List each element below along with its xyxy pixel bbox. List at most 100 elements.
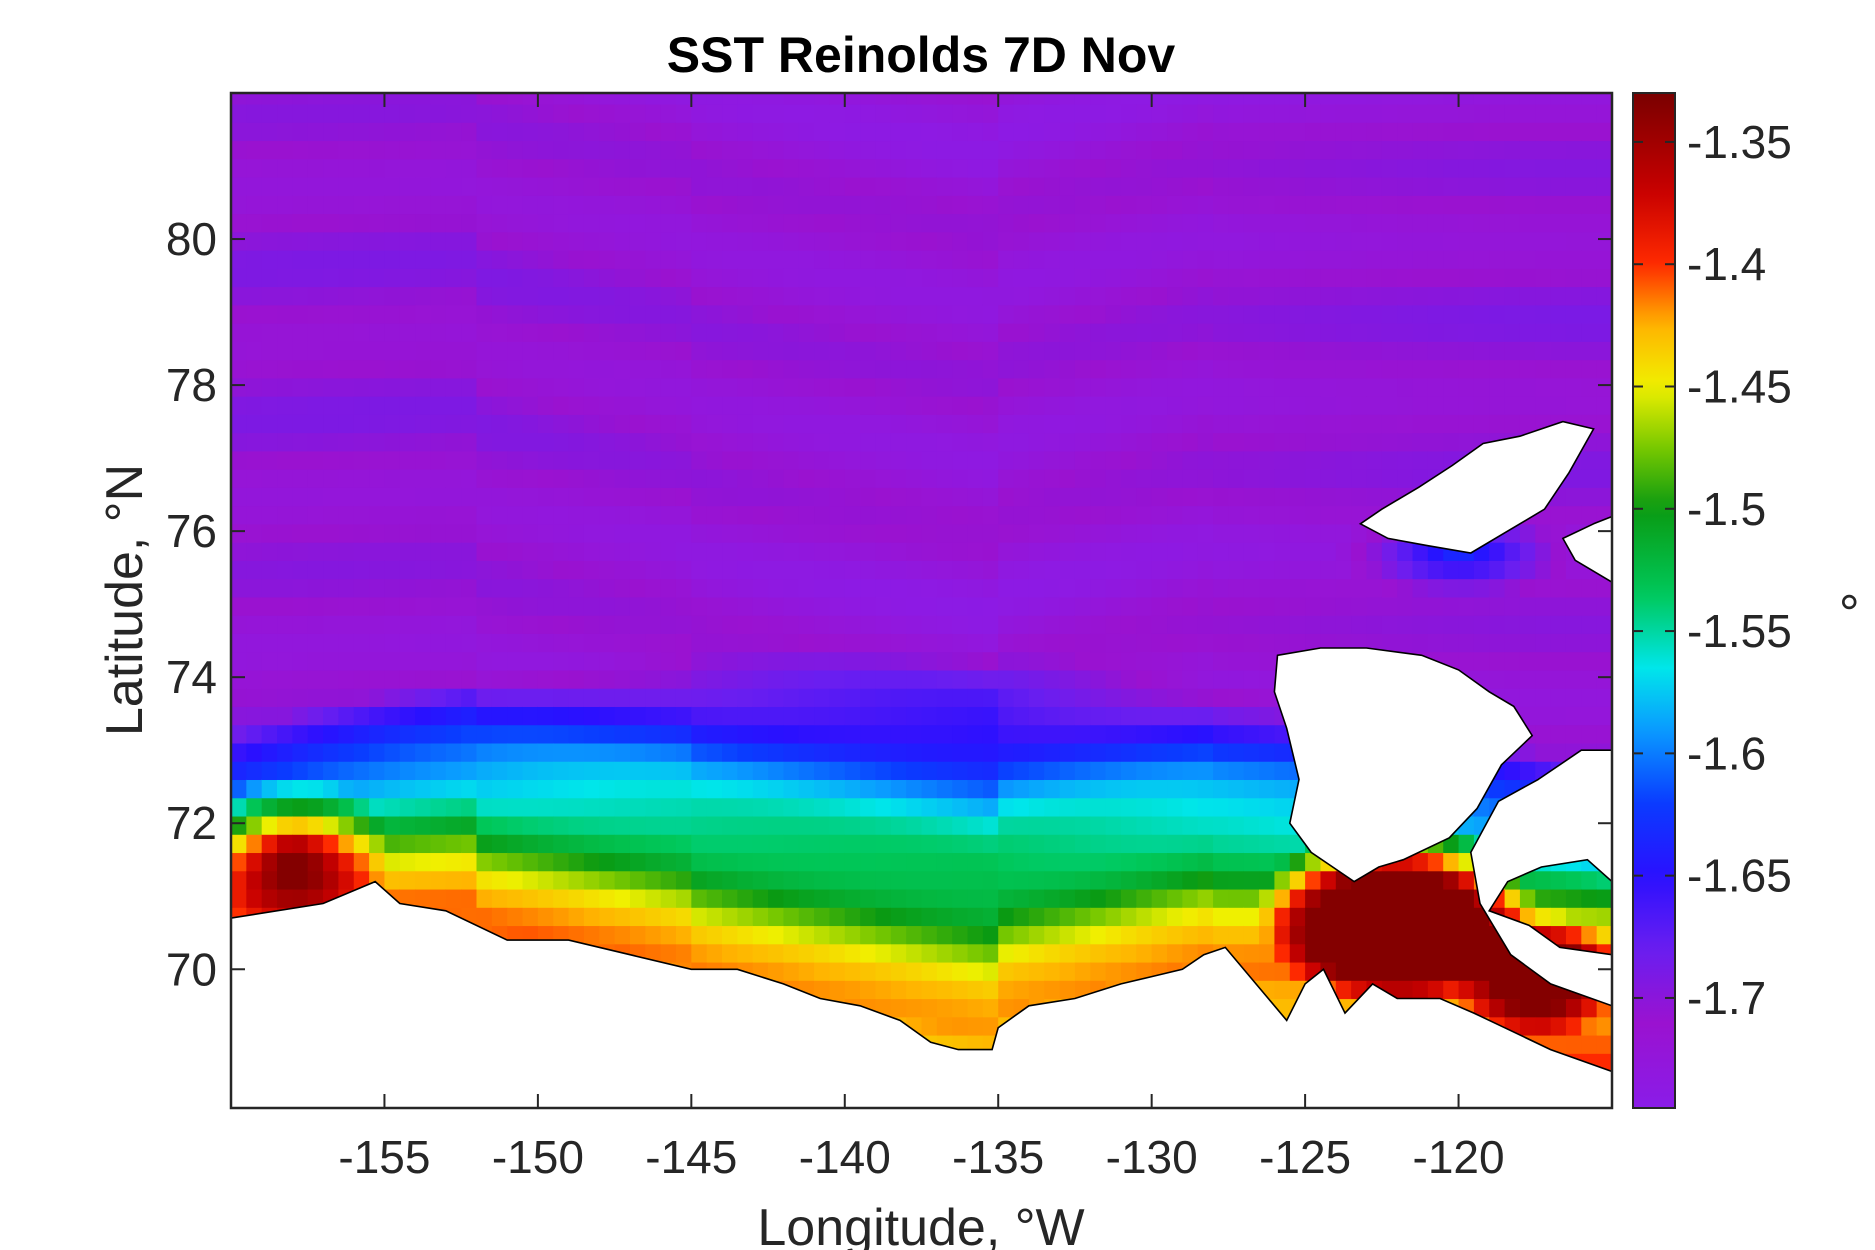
- heatmap-cell: [522, 797, 539, 817]
- heatmap-cell: [998, 742, 1015, 762]
- heatmap-cell: [522, 103, 539, 123]
- heatmap-cell: [752, 140, 769, 160]
- heatmap-cell: [875, 742, 892, 762]
- heatmap-cell: [844, 742, 861, 762]
- heatmap-cell: [814, 761, 831, 781]
- heatmap-cell: [706, 505, 723, 525]
- heatmap-cell: [246, 396, 263, 415]
- heatmap-cell: [952, 450, 969, 470]
- heatmap-cell: [1289, 560, 1306, 580]
- heatmap-cell: [415, 323, 432, 342]
- heatmap-cell: [829, 560, 846, 580]
- heatmap-cell: [1458, 633, 1475, 653]
- heatmap-cell: [1289, 487, 1306, 507]
- heatmap-cell: [338, 834, 355, 854]
- heatmap-cell: [1427, 961, 1444, 981]
- heatmap-cell: [1182, 231, 1199, 251]
- heatmap-cell: [537, 870, 554, 890]
- heatmap-cell: [691, 688, 708, 707]
- heatmap-cell: [982, 286, 999, 306]
- heatmap-cell: [1473, 651, 1490, 671]
- heatmap-cell: [1197, 195, 1214, 215]
- heatmap-cell: [1305, 487, 1322, 507]
- heatmap-cell: [936, 523, 953, 543]
- heatmap-cell: [1243, 250, 1260, 269]
- heatmap-cell: [645, 140, 662, 160]
- heatmap-cell: [415, 633, 432, 653]
- heatmap-cell: [998, 323, 1015, 342]
- heatmap-cell: [1182, 633, 1199, 653]
- heatmap-cell: [1473, 396, 1490, 415]
- heatmap-cell: [906, 980, 923, 1000]
- heatmap-cell: [936, 980, 953, 1000]
- heatmap-cell: [783, 560, 800, 580]
- heatmap-cell: [998, 724, 1015, 744]
- heatmap-cell: [860, 158, 877, 178]
- heatmap-cell: [737, 158, 754, 178]
- heatmap-cell: [261, 359, 278, 379]
- heatmap-cell: [399, 396, 416, 415]
- heatmap-cell: [998, 359, 1015, 379]
- heatmap-cell: [277, 195, 293, 215]
- heatmap-cell: [1519, 304, 1536, 324]
- heatmap-cell: [998, 377, 1015, 397]
- heatmap-cell: [752, 943, 769, 963]
- heatmap-cell: [292, 414, 309, 434]
- heatmap-cell: [906, 779, 923, 799]
- heatmap-cell: [998, 615, 1015, 634]
- heatmap-cell: [384, 432, 401, 452]
- heatmap-cell: [1427, 103, 1444, 123]
- heatmap-cell: [261, 523, 278, 543]
- heatmap-cell: [369, 250, 386, 269]
- heatmap-cell: [1259, 268, 1276, 288]
- heatmap-cell: [231, 706, 247, 726]
- heatmap-cell: [353, 103, 370, 123]
- heatmap-cell: [553, 815, 570, 835]
- heatmap-cell: [369, 469, 386, 488]
- heatmap-cell: [1581, 122, 1598, 142]
- heatmap-cell: [737, 523, 754, 543]
- heatmap-cell: [660, 834, 677, 854]
- heatmap-cell: [369, 742, 386, 762]
- heatmap-cell: [1105, 542, 1122, 561]
- heatmap-cell: [936, 961, 953, 981]
- heatmap-cell: [1044, 578, 1061, 598]
- heatmap-cell: [1182, 93, 1199, 105]
- heatmap-cell: [1136, 834, 1153, 854]
- heatmap-cell: [645, 706, 662, 726]
- heatmap-cell: [307, 341, 324, 361]
- heatmap-cell: [461, 103, 478, 123]
- heatmap-cell: [231, 341, 247, 361]
- heatmap-cell: [675, 158, 692, 178]
- heatmap-cell: [1074, 560, 1091, 580]
- heatmap-cell: [1182, 268, 1199, 288]
- heatmap-cell: [1182, 523, 1199, 543]
- heatmap-cell: [553, 706, 570, 726]
- heatmap-cell: [1243, 669, 1260, 689]
- heatmap-cell: [798, 505, 815, 525]
- heatmap-cell: [936, 341, 953, 361]
- heatmap-cell: [261, 469, 278, 488]
- heatmap-cell: [1381, 250, 1398, 269]
- heatmap-cell: [875, 980, 892, 1000]
- heatmap-cell: [675, 688, 692, 707]
- heatmap-cell: [844, 980, 861, 1000]
- heatmap-cell: [1213, 578, 1229, 598]
- heatmap-cell: [768, 286, 784, 306]
- heatmap-cell: [246, 852, 263, 872]
- heatmap-cell: [967, 596, 984, 616]
- heatmap-cell: [338, 779, 355, 799]
- heatmap-cell: [706, 377, 723, 397]
- heatmap-cell: [1565, 560, 1582, 580]
- heatmap-cell: [323, 870, 340, 890]
- heatmap-cell: [430, 669, 447, 689]
- heatmap-cell: [936, 615, 953, 634]
- heatmap-cell: [906, 724, 923, 744]
- heatmap-cell: [1535, 980, 1552, 1000]
- heatmap-cell: [614, 669, 631, 689]
- heatmap-cell: [1243, 268, 1260, 288]
- heatmap-cell: [507, 304, 524, 324]
- heatmap-cell: [338, 560, 355, 580]
- heatmap-cell: [1581, 231, 1598, 251]
- heatmap-cell: [660, 925, 677, 945]
